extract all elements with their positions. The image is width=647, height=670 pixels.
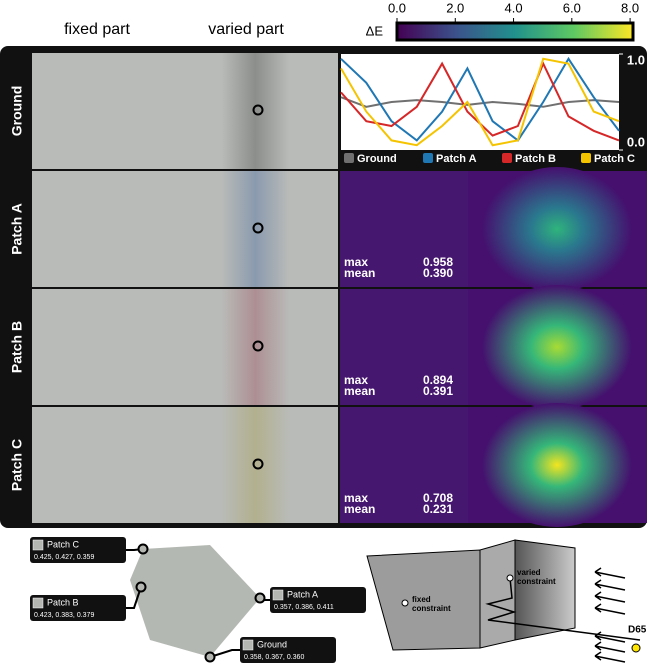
colorbar	[395, 21, 635, 42]
row-label: Ground	[9, 86, 25, 137]
chroma-swatch	[32, 539, 44, 551]
chroma-label: Ground	[257, 639, 287, 649]
stat-max: 0.708	[423, 491, 453, 505]
chroma-swatch	[32, 597, 44, 609]
colorbar-label: ΔE	[366, 23, 384, 38]
probe-point	[252, 222, 264, 234]
light-arrow	[594, 567, 626, 579]
spectrum-line	[340, 56, 620, 142]
scene-label: varied	[517, 568, 541, 577]
gamut	[130, 545, 260, 657]
stat-max: 0.894	[423, 373, 453, 387]
error-map-flat	[340, 407, 468, 523]
colorbar-tick-label: 4.0	[505, 0, 523, 15]
error-map-blob	[482, 167, 632, 291]
chroma-values: 0.358, 0.367, 0.360	[244, 654, 304, 661]
spectrum-line	[340, 57, 620, 147]
legend-label: Ground	[357, 153, 397, 165]
colorbar-tick-label: 6.0	[563, 0, 581, 15]
legend-swatch	[344, 153, 354, 163]
light-arrow	[594, 591, 626, 603]
legend-label: Patch B	[515, 153, 556, 165]
stat-mean: 0.390	[423, 266, 453, 280]
chroma-point	[137, 543, 149, 555]
chroma-values: 0.423, 0.383, 0.379	[34, 612, 94, 619]
stimulus-image	[32, 53, 338, 169]
header-varied: varied part	[208, 21, 284, 38]
sun	[631, 643, 641, 653]
row-label: Patch A	[9, 203, 25, 255]
colorbar-tick-label: 8.0	[621, 0, 639, 15]
stat-mean: 0.231	[423, 502, 453, 516]
chroma-values: 0.425, 0.427, 0.359	[34, 554, 94, 561]
wall-varied	[514, 539, 576, 641]
error-map-blob	[482, 403, 632, 527]
legend-swatch	[423, 153, 433, 163]
row-label: Patch C	[9, 439, 25, 491]
chroma-values: 0.357, 0.386, 0.411	[274, 604, 334, 611]
wall-mid	[479, 539, 516, 649]
probe-point	[252, 104, 264, 116]
y-tick-label: 0.0	[627, 134, 645, 149]
chroma-swatch	[272, 589, 284, 601]
varied-point	[506, 574, 514, 582]
stat-label: max	[344, 373, 368, 387]
legend-label: Patch A	[436, 153, 477, 165]
colorbar-tick-label: 0.0	[388, 0, 406, 15]
chroma-swatch	[242, 639, 254, 651]
probe-point	[252, 458, 264, 470]
probe-point	[252, 340, 264, 352]
light-arrow	[594, 631, 626, 643]
fixed-point	[401, 599, 409, 607]
stimulus-image	[32, 289, 338, 405]
leader	[126, 586, 142, 609]
stat-label: mean	[344, 266, 375, 280]
chroma-box	[240, 637, 336, 663]
chroma-box	[270, 587, 366, 613]
stat-label: mean	[344, 502, 375, 516]
stimulus-image	[32, 171, 338, 287]
scene-label: fixed	[412, 595, 431, 604]
stat-label: max	[344, 255, 368, 269]
error-map-flat	[340, 171, 468, 287]
row-label: Patch B	[9, 321, 25, 373]
stat-label: mean	[344, 384, 375, 398]
chroma-box	[30, 537, 126, 563]
chroma-label: Patch C	[47, 539, 80, 549]
chroma-point	[254, 592, 266, 604]
leader	[209, 649, 240, 658]
colorbar-tick-label: 2.0	[446, 0, 464, 15]
light-arrow	[594, 641, 626, 653]
light-label: D65	[628, 625, 647, 636]
y-tick-label: 1.0	[627, 52, 645, 67]
light-arrow	[594, 603, 626, 615]
scene-label: constraint	[412, 604, 451, 613]
chroma-label: Patch B	[47, 597, 79, 607]
chroma-point	[135, 581, 147, 593]
stat-max: 0.958	[423, 255, 453, 269]
chroma-box	[30, 595, 126, 621]
legend-swatch	[581, 153, 591, 163]
chroma-point	[204, 651, 216, 663]
light-path	[485, 577, 641, 641]
light-arrow	[594, 651, 626, 663]
stat-label: max	[344, 491, 368, 505]
error-map-flat	[340, 289, 468, 405]
header-fixed: fixed part	[64, 21, 130, 38]
chroma-label: Patch A	[287, 589, 318, 599]
stat-mean: 0.391	[423, 384, 453, 398]
error-map-blob	[482, 285, 632, 409]
legend-label: Patch C	[594, 153, 635, 165]
light-arrow	[594, 579, 626, 591]
spectrum-line	[340, 96, 620, 108]
scene-label: constraint	[517, 577, 556, 586]
stimulus-image	[32, 407, 338, 523]
legend-swatch	[502, 153, 512, 163]
